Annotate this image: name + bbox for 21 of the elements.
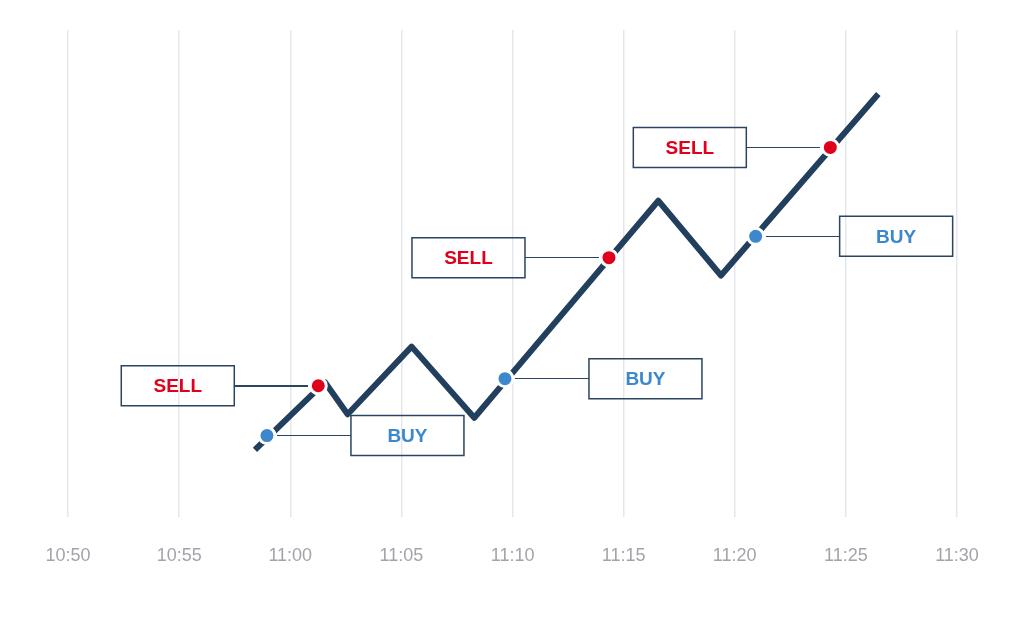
x-tick-label: 11:15 [601,545,646,566]
point [820,137,840,157]
text: BUY [387,424,428,446]
x-tick-label: 11:10 [490,545,535,566]
x-tick-label: 11:30 [935,545,979,566]
text: SELL [153,375,203,396]
text: SELL [665,136,715,158]
text: BUY [625,367,666,389]
point [257,426,277,446]
text: BUY [876,225,917,247]
x-tick-label: 11:05 [379,545,424,566]
x-tick-label: 11:25 [824,545,868,566]
point [746,226,766,246]
x-tick-label: 10:55 [156,545,202,566]
point [308,376,328,396]
text: SELL [444,246,493,268]
x-tick-label: 10:50 [45,545,91,566]
point [599,248,619,268]
x-tick-label: 11:20 [712,545,757,566]
point [495,369,515,389]
x-tick-label: 11:00 [268,545,313,566]
